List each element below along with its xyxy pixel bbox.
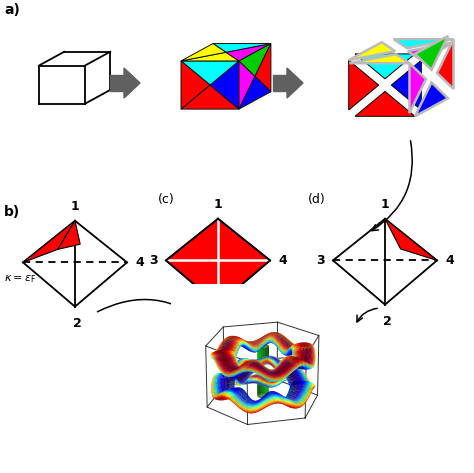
Text: 4: 4 [278, 254, 287, 267]
Text: (d): (d) [308, 193, 326, 206]
Polygon shape [408, 42, 454, 60]
Text: 1: 1 [214, 198, 222, 211]
Text: 2: 2 [383, 315, 392, 328]
Polygon shape [349, 54, 410, 63]
Polygon shape [415, 82, 448, 116]
Polygon shape [23, 221, 75, 263]
Text: 1: 1 [381, 198, 389, 211]
Polygon shape [181, 61, 239, 85]
Polygon shape [392, 60, 421, 110]
Text: 2: 2 [73, 316, 82, 330]
Text: (e): (e) [188, 315, 206, 328]
Polygon shape [273, 75, 287, 91]
Polygon shape [355, 91, 415, 116]
Text: 4: 4 [135, 256, 144, 269]
Polygon shape [255, 44, 271, 92]
Polygon shape [181, 52, 239, 61]
Polygon shape [410, 63, 426, 113]
Polygon shape [355, 54, 415, 79]
Polygon shape [110, 75, 124, 91]
Polygon shape [124, 68, 140, 98]
Polygon shape [239, 61, 255, 109]
Polygon shape [181, 61, 210, 109]
Polygon shape [239, 76, 271, 109]
Polygon shape [393, 39, 454, 48]
Polygon shape [415, 36, 448, 70]
Text: 3: 3 [149, 254, 158, 267]
Polygon shape [226, 44, 271, 61]
Polygon shape [349, 42, 395, 60]
Polygon shape [181, 85, 239, 109]
Polygon shape [58, 221, 80, 249]
Polygon shape [287, 68, 303, 98]
Text: a): a) [4, 3, 20, 17]
Text: 2: 2 [216, 315, 224, 328]
Polygon shape [213, 44, 271, 52]
Polygon shape [385, 219, 437, 261]
Text: 1: 1 [71, 200, 79, 213]
Text: 3: 3 [316, 254, 325, 267]
Text: 4: 4 [445, 254, 454, 267]
Polygon shape [210, 61, 239, 109]
Polygon shape [349, 60, 379, 110]
Polygon shape [166, 219, 270, 305]
Polygon shape [437, 39, 454, 89]
Text: b): b) [4, 205, 20, 219]
Text: (c): (c) [158, 193, 175, 206]
Polygon shape [181, 44, 226, 61]
Polygon shape [239, 44, 271, 76]
Text: $\kappa = \varepsilon_{\rm F}$: $\kappa = \varepsilon_{\rm F}$ [4, 273, 36, 285]
